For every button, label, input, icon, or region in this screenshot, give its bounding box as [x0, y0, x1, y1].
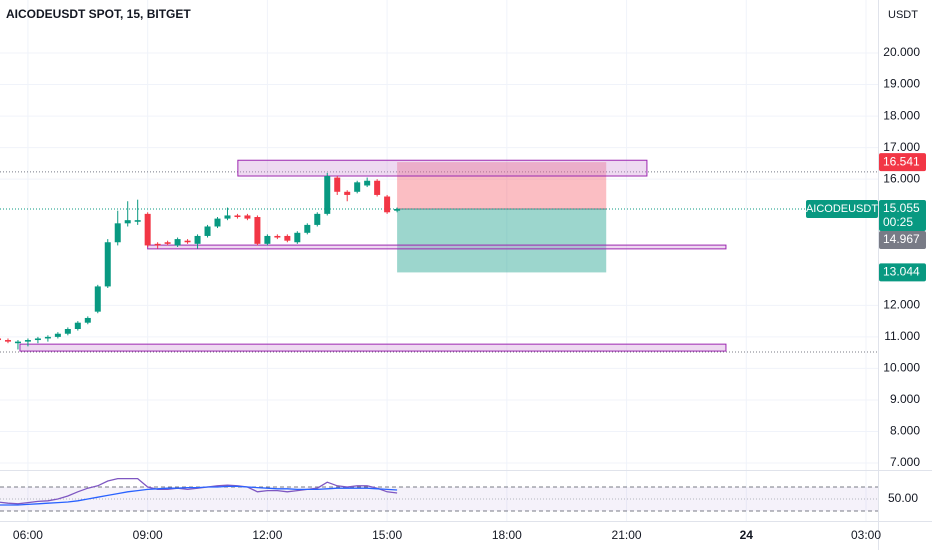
y-tick-label: 16.000 — [883, 171, 920, 185]
rsi-line — [0, 485, 398, 506]
rsi-tick-label: 50.00 — [888, 491, 918, 505]
candle-body — [374, 180, 381, 195]
price-pane — [0, 159, 878, 353]
candle-body — [154, 243, 161, 246]
candle-body — [294, 232, 301, 243]
y-tick-label: 20.000 — [883, 45, 920, 59]
candle-body — [324, 176, 331, 214]
x-tick-label: 15:00 — [372, 528, 402, 542]
grid — [0, 0, 878, 521]
candle-body — [254, 217, 261, 244]
zone — [147, 244, 727, 250]
target-label-bg — [879, 263, 926, 282]
candle-body — [94, 286, 101, 312]
target-label: 13.044 — [883, 265, 920, 279]
candle-body — [74, 322, 81, 329]
candle-body — [64, 329, 71, 334]
candle-body — [34, 338, 41, 341]
candle-body — [44, 336, 51, 339]
candle-body — [284, 235, 291, 241]
stop-label-bg — [879, 153, 926, 172]
y-tick-label: 8.000 — [890, 424, 920, 438]
candle-body — [164, 242, 171, 244]
stop-area — [397, 162, 607, 209]
y-tick-label: 10.000 — [883, 361, 920, 375]
x-tick-label: 21:00 — [612, 528, 642, 542]
y-tick-label: 11.000 — [884, 329, 920, 343]
candle-body — [314, 213, 321, 225]
candle-body — [84, 317, 91, 323]
zone — [19, 343, 727, 352]
x-tick-label: 12:00 — [252, 528, 282, 542]
zone — [237, 159, 648, 177]
last-price-label-bg — [879, 199, 926, 231]
candle-body — [54, 333, 61, 337]
candle-body — [174, 239, 181, 246]
y-tick-label: 12.000 — [883, 298, 920, 312]
candle-body — [304, 224, 311, 233]
axes: 06:00 09:00 12:00 15:00 18:00 21:00 24 03:00 20.… — [13, 45, 926, 542]
candle-body — [224, 215, 231, 219]
rsi-pane — [0, 477, 878, 512]
y-tick-label: 18.000 — [883, 108, 920, 122]
target-area — [397, 208, 607, 273]
last-price-label: 15.055 — [883, 201, 920, 215]
y-tick-label: 17.000 — [883, 140, 920, 154]
countdown-label: 00:25 — [883, 215, 913, 229]
candle-body — [234, 215, 241, 218]
candle-body — [204, 226, 211, 236]
candle-body — [104, 242, 111, 287]
candle-body — [344, 191, 351, 195]
x-tick-label: 03:00 — [851, 528, 881, 542]
candle-body — [244, 215, 251, 219]
candle-body — [14, 341, 21, 344]
x-tick-label: 06:00 — [13, 528, 43, 542]
y-tick-label: 9.000 — [890, 392, 920, 406]
x-tick-label: 18:00 — [492, 528, 522, 542]
candle-body — [394, 208, 401, 211]
candle-body — [384, 196, 391, 213]
x-tick-label: 24 — [740, 528, 754, 542]
y-tick-label: 7.000 — [890, 455, 920, 469]
candle-body — [274, 235, 281, 238]
symbol-label-bg — [806, 199, 878, 218]
candle-body — [4, 340, 11, 342]
symbol-label: AICODEUSDT — [806, 203, 878, 215]
y-tick-label: 19.000 — [883, 77, 920, 91]
bid-label: 14.967 — [883, 232, 920, 246]
candle-body — [184, 240, 191, 243]
candle-body — [264, 235, 271, 244]
x-tick-label: 09:00 — [133, 528, 163, 542]
candle-body — [194, 235, 201, 244]
bid-label-bg — [879, 230, 926, 249]
candle-body — [354, 182, 361, 192]
candle-body — [334, 177, 341, 192]
candle-body — [144, 213, 151, 246]
candle-body — [364, 180, 371, 186]
candle-body — [124, 220, 131, 224]
candle-body — [0, 338, 2, 341]
currency-label: USDT — [888, 9, 918, 21]
stop-label: 16.541 — [883, 154, 920, 168]
candle-body — [114, 223, 121, 243]
chart-title: AICODEUSDT SPOT, 15, BITGET — [6, 7, 191, 21]
candle-body — [24, 340, 31, 342]
candle-body — [214, 218, 221, 227]
candle-body — [134, 220, 141, 222]
